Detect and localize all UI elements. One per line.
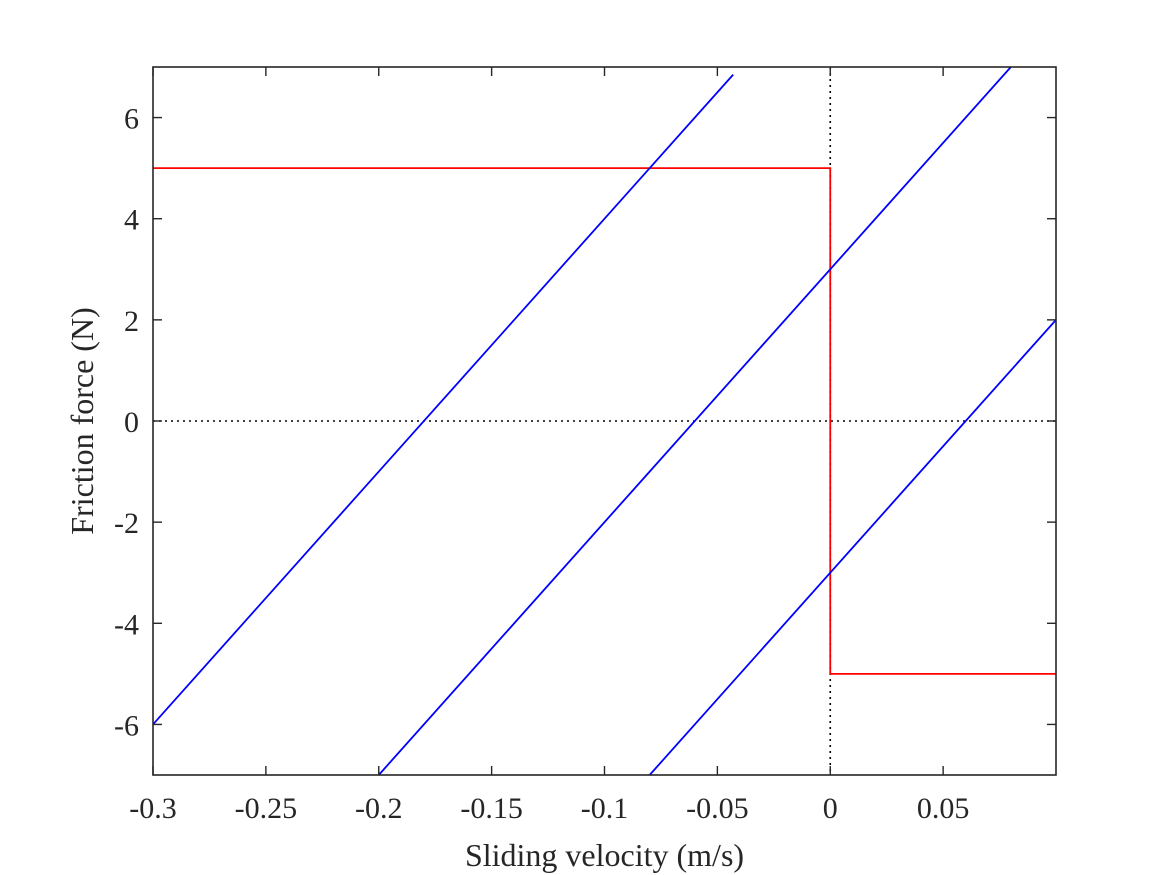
x-tick-label: -0.05 [686,792,749,825]
axes: -0.3 -0.25 -0.2 -0.15 -0.1 -0.05 0 0.05 -6 -4 -2 0 2… [114,66,1057,825]
x-tick-label: 0 [823,792,838,825]
y-tick-label: -4 [114,608,139,641]
x-tick-label: -0.25 [235,792,298,825]
y-tick-label: 2 [124,305,139,338]
plot-area [153,67,1056,775]
x-axis-label: Sliding velocity (m/s) [465,837,744,873]
x-tick-label: -0.1 [581,792,629,825]
series-line-4 [648,319,1056,775]
series-line-1 [153,167,1056,675]
y-tick-label: -6 [114,709,139,742]
y-tick-label: 0 [124,406,139,439]
x-tick-label: 0.05 [917,792,970,825]
x-tick-label: -0.15 [460,792,523,825]
y-tick-label: 4 [124,204,139,237]
x-tick-label: -0.2 [355,792,403,825]
series-line-2 [153,73,734,726]
y-axis-label: Friction force (N) [64,307,100,534]
x-tick-label: -0.3 [129,792,177,825]
series-line-3 [378,67,1012,775]
y-tick-label: 6 [124,103,139,136]
y-tick-label: -2 [114,507,139,540]
